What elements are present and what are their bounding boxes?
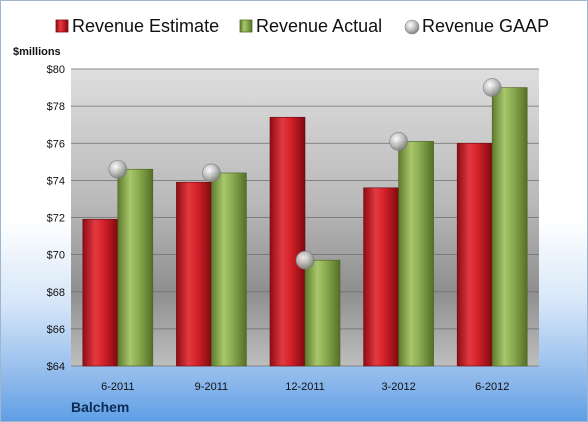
x-tick-label: 3-2012	[381, 381, 415, 393]
bar-revenue-estimate	[269, 116, 306, 367]
legend-label-revenue-estimate: Revenue Estimate	[72, 16, 219, 36]
x-tick-label: 6-2012	[475, 381, 509, 393]
legend-swatch-revenue-estimate	[55, 19, 69, 33]
y-tick-label: $70	[47, 250, 65, 262]
y-unit-label: $millions	[13, 46, 61, 58]
legend-swatch-revenue-actual	[239, 19, 253, 33]
x-tick-label: 12-2011	[285, 381, 325, 393]
marker-revenue-gaap	[295, 250, 315, 270]
y-axis-ticks: $64 $66 $68 $70 $72 $74 $76 $78 $80	[47, 64, 65, 373]
bar-revenue-actual	[398, 141, 434, 367]
bar-revenue-estimate	[82, 219, 119, 367]
x-axis-ticks: 6-2011 9-2011 12-2011 3-2012 6-2012	[101, 381, 509, 393]
bar-revenue-estimate	[363, 187, 399, 367]
bar-revenue-actual	[304, 259, 341, 367]
y-tick-label: $76	[47, 138, 65, 150]
legend-marker-revenue-gaap	[404, 19, 420, 35]
y-tick-label: $64	[47, 361, 65, 373]
gaap-markers	[108, 78, 502, 270]
bar-revenue-actual	[211, 172, 247, 367]
legend: Revenue Estimate Revenue Actual Revenue …	[55, 16, 549, 36]
y-tick-label: $78	[47, 101, 65, 113]
x-tick-label: 6-2011	[101, 381, 134, 393]
legend-label-revenue-gaap: Revenue GAAP	[422, 16, 549, 36]
x-tick-label: 9-2011	[195, 381, 228, 393]
y-tick-label: $66	[47, 324, 65, 336]
bar-revenue-actual	[491, 87, 528, 367]
marker-revenue-gaap	[389, 132, 408, 151]
company-name: Balchem	[71, 399, 129, 415]
bar-revenue-estimate	[456, 142, 493, 367]
y-tick-label: $74	[47, 175, 65, 187]
y-tick-label: $72	[47, 213, 65, 225]
bar-revenue-actual	[117, 168, 154, 367]
y-tick-label: $68	[47, 287, 65, 299]
bars	[82, 87, 528, 367]
marker-revenue-gaap	[108, 159, 128, 179]
marker-revenue-gaap	[202, 163, 221, 183]
legend-label-revenue-actual: Revenue Actual	[256, 16, 382, 36]
y-tick-label: $80	[47, 64, 65, 76]
marker-revenue-gaap	[482, 78, 502, 97]
bar-revenue-estimate	[176, 181, 212, 367]
